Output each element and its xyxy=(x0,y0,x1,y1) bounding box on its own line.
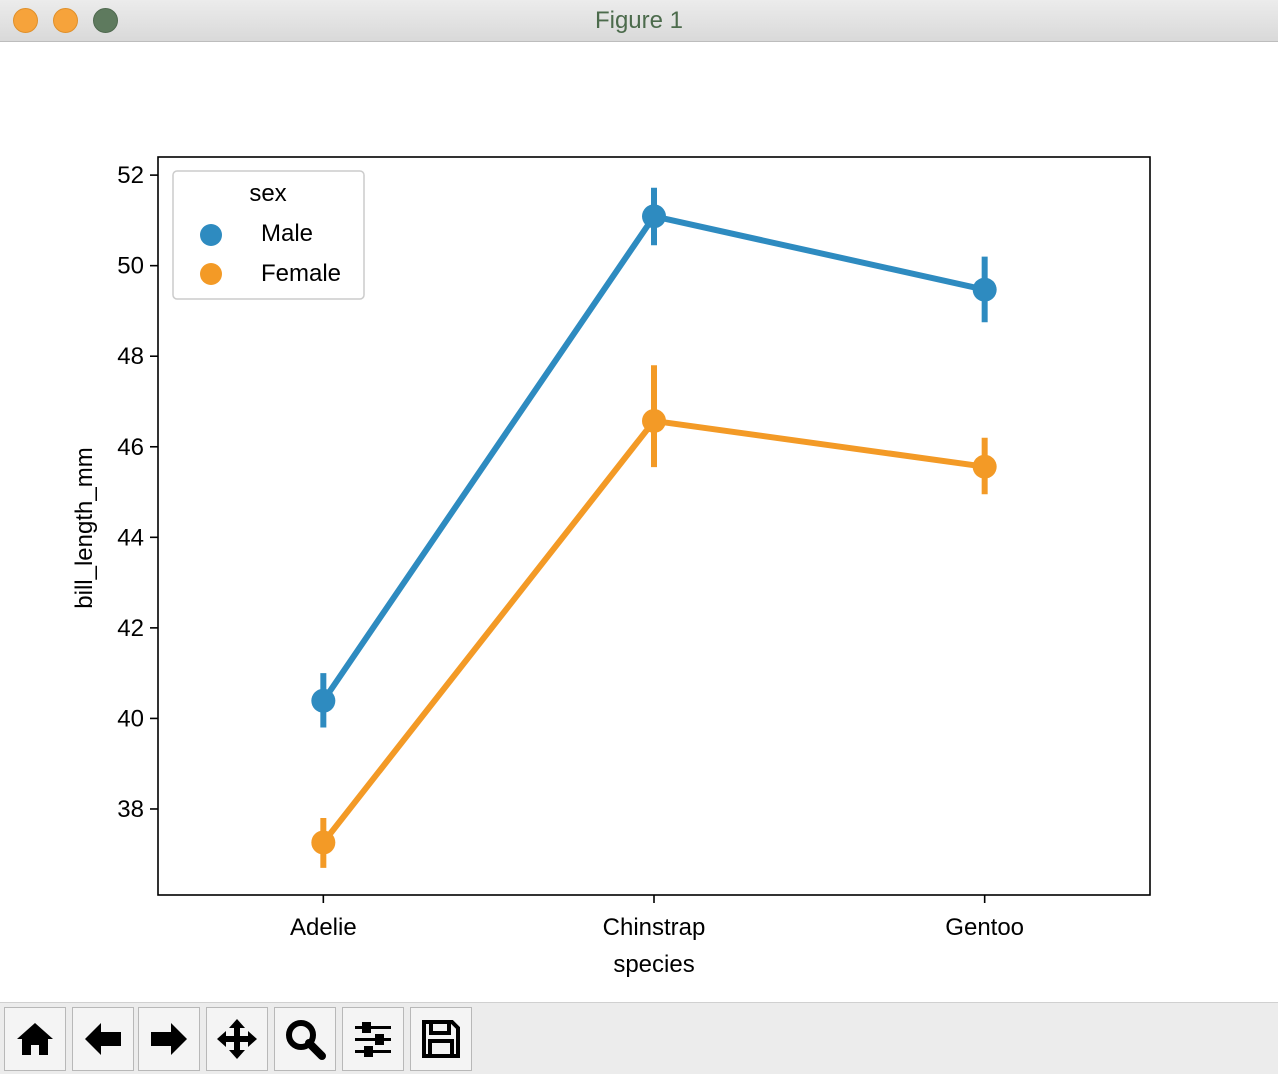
y-tick-label: 46 xyxy=(117,434,144,461)
zoom-button[interactable] xyxy=(274,1007,336,1071)
data-point-female xyxy=(642,408,666,433)
data-point-male xyxy=(972,277,997,302)
y-tick-label: 50 xyxy=(117,253,144,280)
configure-subplots-button[interactable] xyxy=(342,1007,404,1071)
forward-button[interactable] xyxy=(138,1007,200,1071)
floppy-disk-icon xyxy=(422,1020,460,1058)
x-axis-label: species xyxy=(613,951,694,978)
legend-label-male: Male xyxy=(261,220,313,247)
home-button[interactable] xyxy=(4,1007,66,1071)
sliders-icon xyxy=(355,1022,391,1057)
data-point-female xyxy=(972,454,997,479)
legend-box xyxy=(172,170,365,300)
close-window-button[interactable] xyxy=(13,8,38,33)
y-tick-label: 52 xyxy=(117,162,144,189)
legend-title: sex xyxy=(249,180,286,207)
legend: sex Male Female xyxy=(172,170,365,300)
y-axis-label: bill_length_mm xyxy=(71,447,98,608)
y-tick-label: 40 xyxy=(117,705,144,732)
figure-canvas: 38 40 42 44 46 48 50 52 Adelie Chinstrap Gentoo sp… xyxy=(0,42,1278,1002)
minimize-window-button[interactable] xyxy=(53,8,78,33)
legend-label-female: Female xyxy=(261,260,341,287)
y-tick-label: 44 xyxy=(117,524,144,551)
x-tick-label: Gentoo xyxy=(945,914,1024,941)
data-point-male xyxy=(311,688,336,713)
axes-frame xyxy=(157,156,1151,896)
data-point-male xyxy=(642,204,666,229)
move-icon xyxy=(217,1019,257,1059)
arrow-right-icon xyxy=(151,1023,187,1055)
home-icon xyxy=(17,1023,53,1055)
back-button[interactable] xyxy=(72,1007,134,1071)
data-point-female xyxy=(311,830,336,855)
maximize-window-button[interactable] xyxy=(93,8,118,33)
x-tick-label: Adelie xyxy=(290,914,357,941)
window-titlebar: Figure 1 xyxy=(0,0,1278,42)
x-tick-label: Chinstrap xyxy=(603,914,706,941)
window-title: Figure 1 xyxy=(594,7,684,34)
y-tick-label: 48 xyxy=(117,343,144,370)
y-tick-label: 38 xyxy=(117,796,144,823)
magnifier-icon xyxy=(286,1020,326,1060)
save-button[interactable] xyxy=(410,1007,472,1071)
pan-button[interactable] xyxy=(206,1007,268,1071)
y-tick-label: 42 xyxy=(117,615,144,642)
arrow-left-icon xyxy=(85,1023,121,1055)
legend-marker-male xyxy=(200,224,222,246)
navigation-toolbar xyxy=(0,1002,1278,1074)
legend-marker-female xyxy=(200,263,222,285)
